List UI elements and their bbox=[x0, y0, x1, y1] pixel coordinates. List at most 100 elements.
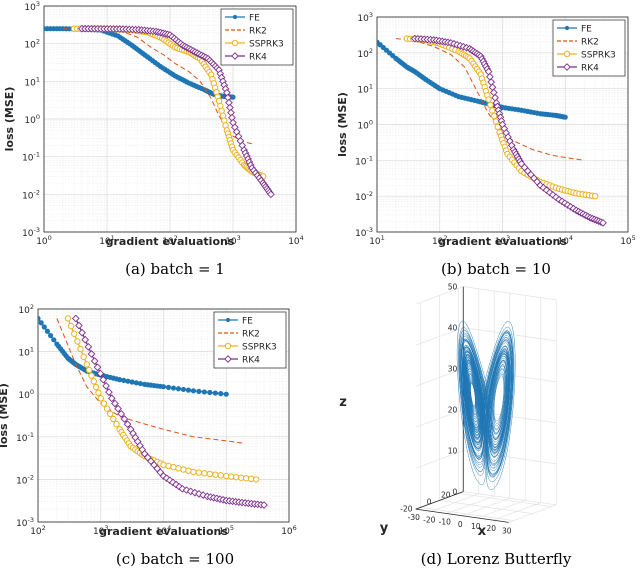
z-tick-label: 0 bbox=[452, 488, 457, 497]
z-tick-label: 20 bbox=[448, 406, 458, 415]
legend-label-rk2: RK2 bbox=[581, 38, 599, 48]
x-tick-label: 30 bbox=[502, 526, 512, 535]
chart-batch-10: 101 102 103 104 10510-310-210-1100101102103g… bbox=[336, 11, 636, 248]
data-point-ssprk3 bbox=[490, 112, 498, 120]
data-point-fe bbox=[129, 379, 135, 385]
data-point-rk4 bbox=[93, 363, 102, 372]
data-point-fe bbox=[170, 385, 177, 391]
data-point-fe bbox=[165, 384, 172, 390]
y-tick-label: 100 bbox=[24, 113, 40, 126]
y-tick-label: 101 bbox=[24, 75, 40, 88]
data-point-fe bbox=[180, 386, 187, 393]
data-point-ssprk3 bbox=[95, 389, 102, 396]
data-point-fe bbox=[38, 320, 44, 326]
data-point-fe bbox=[201, 389, 207, 395]
data-point-ssprk3 bbox=[201, 470, 208, 477]
legend-label-rk4: RK4 bbox=[249, 53, 267, 63]
data-point-fe bbox=[190, 388, 197, 394]
legend-label-fe: FE bbox=[581, 25, 592, 35]
data-point-ssprk3 bbox=[83, 361, 91, 368]
data-point-ssprk3 bbox=[252, 476, 260, 483]
z-tick-label: 40 bbox=[448, 324, 458, 333]
caption-b: (b) batch = 10 bbox=[441, 260, 551, 278]
x-axis-label: gradient evaluations bbox=[106, 235, 235, 248]
data-point-ssprk3 bbox=[190, 468, 197, 476]
x-tick-label: 104 bbox=[288, 234, 304, 247]
legend-label-rk4: RK4 bbox=[581, 64, 599, 74]
z-axis-label: z bbox=[339, 395, 347, 410]
series-line-rk2 bbox=[395, 38, 585, 161]
legend-marker-rk4 bbox=[224, 355, 232, 363]
legend-label-ssprk3: SSPRK3 bbox=[581, 51, 616, 61]
y-tick-label: 103 bbox=[357, 11, 373, 24]
data-point-ssprk3 bbox=[88, 372, 95, 379]
x-tick-label: 101 bbox=[369, 234, 385, 247]
z-tick-label: 10 bbox=[448, 447, 458, 456]
data-point-rk4 bbox=[84, 343, 93, 351]
axes-box bbox=[376, 16, 629, 233]
data-point-rk4 bbox=[542, 186, 551, 194]
y-tick-label: 102 bbox=[24, 38, 40, 51]
data-point-rk4 bbox=[96, 369, 105, 378]
data-point-ssprk3 bbox=[487, 101, 494, 109]
data-point-rk4 bbox=[75, 321, 83, 330]
data-point-rk4 bbox=[191, 488, 199, 497]
data-point-fe bbox=[230, 94, 236, 100]
data-point-fe bbox=[386, 50, 393, 56]
y-axis-label: loss (MSE) bbox=[336, 92, 349, 157]
data-point-rk4 bbox=[78, 328, 86, 337]
legend-marker-ssprk3 bbox=[224, 342, 232, 350]
data-point-fe bbox=[562, 114, 568, 120]
data-point-ssprk3 bbox=[212, 471, 219, 478]
data-point-fe bbox=[121, 377, 127, 384]
data-point-rk4 bbox=[111, 399, 119, 408]
data-point-ssprk3 bbox=[206, 470, 214, 478]
data-point-rk4 bbox=[87, 350, 96, 358]
data-point-fe bbox=[44, 328, 51, 334]
legend-marker-fe bbox=[232, 14, 238, 20]
legend-marker-ssprk3 bbox=[563, 50, 571, 58]
data-point-rk4 bbox=[552, 193, 560, 202]
legend-label-ssprk3: SSPRK3 bbox=[242, 343, 277, 353]
data-point-ssprk3 bbox=[485, 96, 492, 103]
data-point-ssprk3 bbox=[74, 338, 81, 345]
data-point-fe bbox=[223, 391, 229, 397]
data-point-fe bbox=[207, 389, 213, 396]
x-tick-label: 10 bbox=[471, 522, 481, 531]
x-tick-label: 105 bbox=[620, 234, 636, 247]
data-point-rk4 bbox=[120, 415, 129, 423]
y-tick-label: 10-1 bbox=[22, 151, 40, 164]
y-tick-label: 10-1 bbox=[16, 431, 34, 444]
series-layer bbox=[377, 34, 607, 227]
data-point-ssprk3 bbox=[80, 353, 87, 360]
data-point-rk4 bbox=[178, 485, 187, 493]
y-tick-label: 100 bbox=[357, 119, 373, 132]
x-tick-label: -10 bbox=[439, 518, 451, 527]
data-point-fe bbox=[377, 42, 383, 48]
chart-batch-100: 102 103 104 105 10610-310-210-1100101102grad… bbox=[0, 303, 297, 538]
data-point-ssprk3 bbox=[195, 469, 203, 476]
legend: FE RK2 SSPRK3 RK4 bbox=[213, 311, 287, 369]
data-point-ssprk3 bbox=[113, 420, 120, 428]
legend-marker-ssprk3 bbox=[231, 39, 239, 47]
data-point-ssprk3 bbox=[110, 415, 117, 423]
legend: FE RK2 SSPRK3 RK4 bbox=[220, 8, 294, 66]
data-point-fe bbox=[160, 384, 167, 390]
data-point-rk4 bbox=[169, 478, 177, 487]
data-point-fe bbox=[117, 377, 123, 383]
legend-label-rk4: RK4 bbox=[242, 356, 260, 366]
floor-grid bbox=[439, 500, 533, 514]
chart-batch-1: 100 101 102 103 10410-310-210-1100101102103g… bbox=[3, 0, 304, 248]
y-tick-label: 10-1 bbox=[355, 154, 373, 167]
y-tick-label: 101 bbox=[357, 83, 373, 96]
y-tick-label: 102 bbox=[18, 303, 34, 316]
series-layer bbox=[38, 314, 268, 509]
data-point-fe bbox=[196, 388, 202, 394]
data-point-fe bbox=[212, 390, 218, 396]
z-tick-label: 30 bbox=[448, 365, 458, 374]
data-point-rk4 bbox=[90, 357, 99, 365]
legend-label-fe: FE bbox=[242, 317, 253, 327]
y-tick-label: 10-2 bbox=[16, 473, 34, 486]
legend-marker-fe bbox=[564, 25, 570, 31]
